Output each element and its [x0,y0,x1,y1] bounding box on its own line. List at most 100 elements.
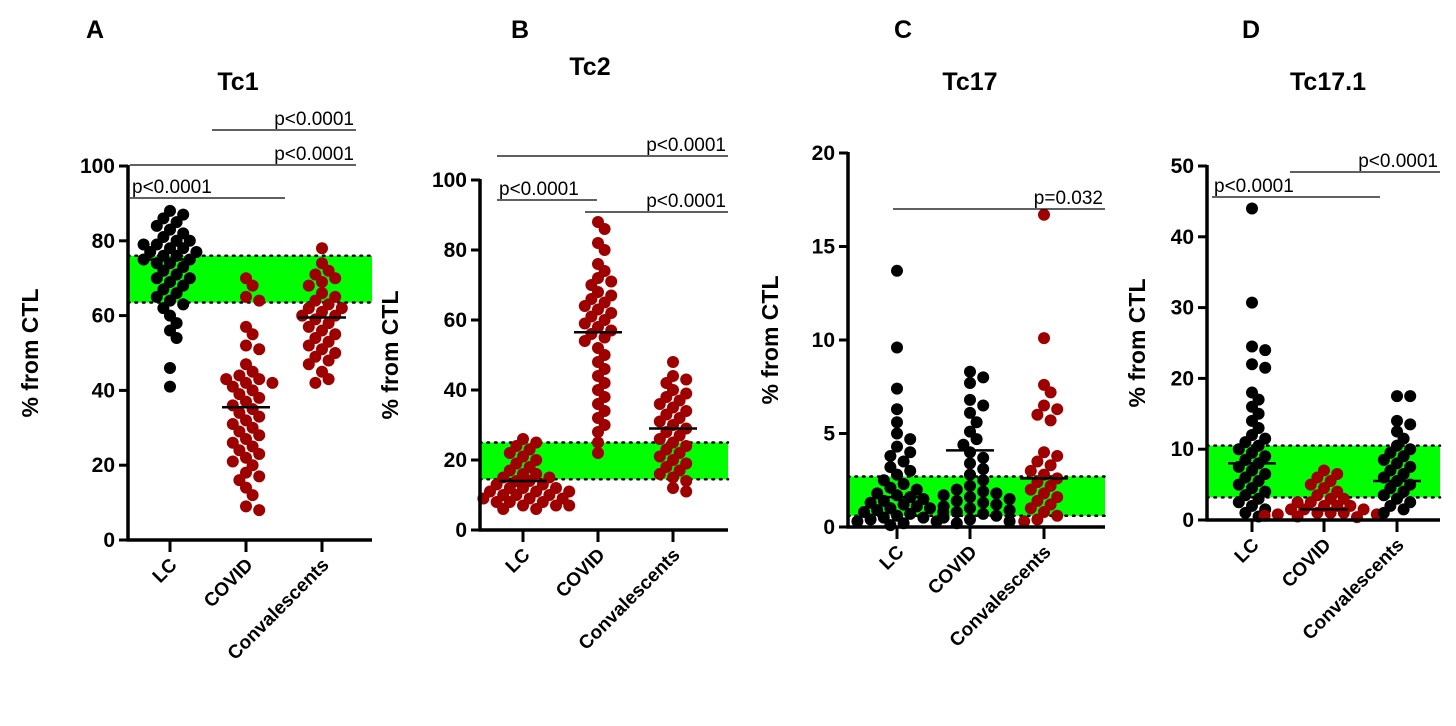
data-point-convalescents [309,376,322,389]
y-tick-label: 40 [1171,226,1194,249]
data-point-convalescents [1377,489,1390,502]
data-point-lc [897,455,910,468]
data-point-lc [851,515,864,528]
data-point-covid [240,290,252,303]
data-point-covid [598,223,611,235]
data-point-lc [884,449,897,462]
y-tick-label: 15 [812,236,836,259]
x-tick-label: COVID [552,545,609,602]
data-point-convalescents [302,358,315,371]
data-point-covid [964,377,976,390]
y-tick-label: 0 [1182,509,1194,532]
data-point-lc [1259,361,1272,374]
data-point-lc [884,519,897,532]
data-point-lc [891,440,903,453]
data-point-lc [917,511,930,524]
data-point-covid [970,433,983,446]
data-point-covid [253,470,266,483]
x-tick-label: LC [876,541,909,574]
data-point-covid [970,416,983,429]
data-point-covid [1003,515,1016,528]
data-point-lc [150,219,163,232]
data-point-covid [937,500,950,513]
y-tick-label: 60 [92,305,115,328]
panel-title: Tc2 [569,53,610,81]
data-point-covid [964,468,976,481]
panel-letter: A [86,16,104,44]
data-point-covid [977,451,990,464]
data-point-covid [977,371,990,384]
data-point-lc [891,403,903,416]
data-point-convalescents [667,471,679,484]
data-point-covid [964,446,976,459]
data-point-covid [977,496,990,509]
data-point-covid [977,474,990,487]
data-point-convalescents [1391,390,1403,403]
data-point-convalescents [1038,446,1050,459]
data-point-covid [937,489,950,502]
data-point-lc [891,382,903,395]
data-point-convalescents [302,320,315,333]
data-point-covid [253,504,266,517]
data-point-convalescents [667,482,679,494]
data-point-covid [246,328,259,341]
data-point-lc [517,499,529,512]
data-point-lc [904,507,917,520]
data-point-covid [990,498,1003,511]
data-point-covid [1003,504,1016,517]
y-axis-label: % from CTL [757,275,783,404]
data-point-covid [937,511,950,524]
data-point-covid [592,436,604,449]
data-point-covid [605,275,618,288]
y-tick-label: 40 [444,379,467,402]
data-point-convalescents [1377,453,1390,466]
data-point-covid [964,457,976,470]
data-point-convalescents [653,468,666,480]
data-point-lc [897,498,910,511]
data-point-convalescents [1044,414,1057,427]
data-point-convalescents [1038,208,1050,221]
x-tick-label: COVID [200,555,257,612]
y-tick-label: 100 [80,155,115,178]
data-point-convalescents [1024,502,1037,515]
y-tick-label: 80 [92,230,115,253]
data-point-convalescents [667,356,679,368]
x-tick-label: COVID [1278,535,1335,592]
data-point-convalescents [653,433,666,445]
x-tick-label: LC [502,544,535,577]
data-point-convalescents [296,309,309,322]
data-point-convalescents [1391,414,1403,427]
data-point-convalescents [1404,418,1417,431]
data-point-lc [164,361,176,374]
data-point-lc [904,433,917,446]
y-axis-label: % from CTL [377,290,403,419]
x-tick-label: LC [149,554,182,587]
data-point-covid [964,502,976,515]
data-point-covid [990,509,1003,522]
data-point-covid [1271,508,1284,521]
data-point-covid [592,447,604,459]
panel-title: Tc17.1 [1290,68,1366,96]
data-point-lc [563,499,576,512]
data-point-convalescents [1018,515,1031,528]
data-point-covid [1003,492,1016,505]
data-point-convalescents [1404,390,1417,403]
data-point-covid [240,339,252,352]
data-point-lc [497,503,510,515]
data-point-covid [950,483,963,496]
data-point-covid [578,317,591,330]
data-point-convalescents [1038,332,1050,345]
data-point-covid [964,491,976,504]
data-point-lc [891,341,903,354]
data-point-lc [891,468,903,481]
data-point-lc [1232,496,1245,509]
data-point-convalescents [302,339,315,352]
y-tick-label: 0 [823,516,835,539]
y-tick-label: 20 [1171,367,1194,390]
data-point-covid [964,406,976,419]
p-value-label: p<0.0001 [132,177,212,198]
data-point-convalescents [680,475,693,487]
